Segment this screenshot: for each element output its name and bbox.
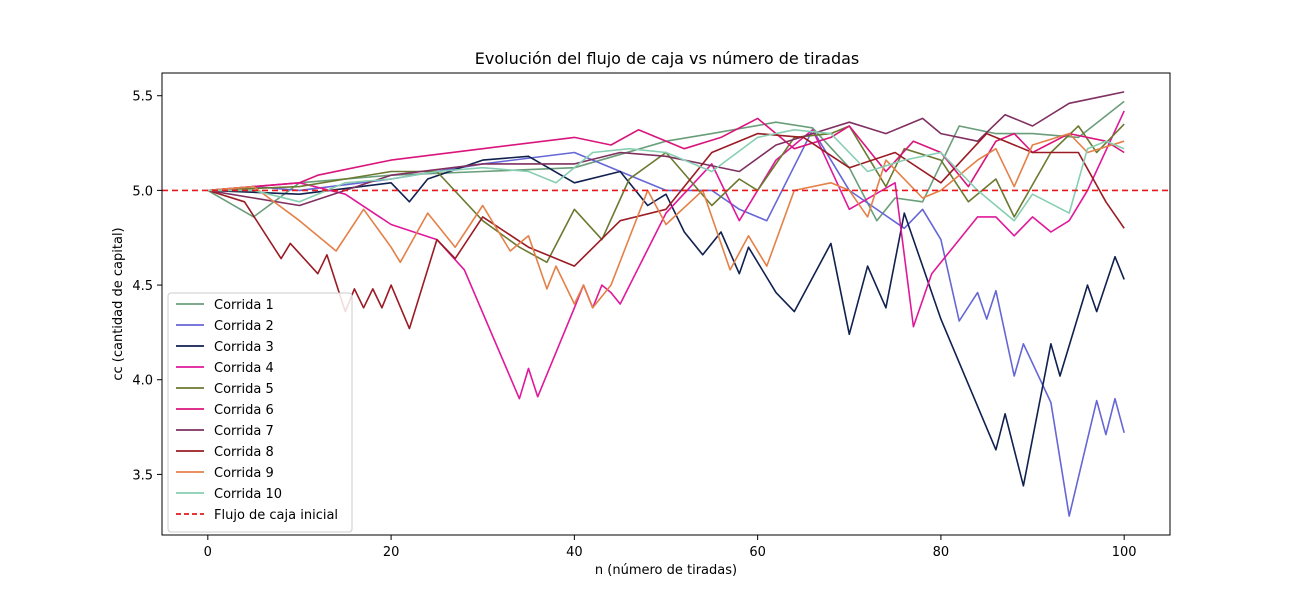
x-tick-label: 20 <box>383 545 400 560</box>
x-tick-label: 60 <box>749 545 766 560</box>
x-tick-label: 40 <box>566 545 583 560</box>
x-tick-label: 0 <box>204 545 212 560</box>
x-tick-label: 100 <box>1112 545 1137 560</box>
y-axis-label: cc (cantidad de capital) <box>111 227 126 380</box>
legend-box <box>167 292 353 533</box>
chart-title: Evolución del flujo de caja vs número de… <box>475 49 860 68</box>
series-line-corrida-7 <box>207 91 1125 207</box>
x-axis: 0 20 40 60 80 100 <box>204 535 1137 560</box>
series-line-corrida-9 <box>207 132 1125 309</box>
series-line-corrida-4 <box>207 110 1125 400</box>
y-tick-label: 5.5 <box>132 90 153 105</box>
legend-label: Corrida 2 <box>214 319 274 334</box>
plot-frame <box>161 72 1171 536</box>
legend-label: Corrida 9 <box>214 466 274 481</box>
legend: Corrida 1 Corrida 2 Corrida 3 Corrida 4 Corr… <box>167 292 353 533</box>
legend-label: Flujo de caja inicial <box>214 508 338 523</box>
y-axis: 3.5 4.0 4.5 5.0 5.5 <box>132 90 162 483</box>
y-tick-label: 4.5 <box>132 279 153 294</box>
y-tick-label: 3.5 <box>132 468 153 483</box>
legend-label: Corrida 6 <box>214 403 274 418</box>
legend-label: Corrida 5 <box>214 382 274 397</box>
series-line-corrida-8 <box>207 132 1125 330</box>
y-tick-label: 4.0 <box>132 374 153 389</box>
x-axis-label: n (número de tiradas) <box>595 563 737 578</box>
series-line-corrida-2 <box>207 129 1125 517</box>
y-tick-label: 5.0 <box>132 184 153 199</box>
series-line-corrida-3 <box>207 155 1125 487</box>
legend-label: Corrida 8 <box>214 445 274 460</box>
x-tick-label: 80 <box>933 545 950 560</box>
legend-label: Corrida 4 <box>214 361 274 376</box>
legend-label: Corrida 1 <box>214 298 274 313</box>
legend-label: Corrida 3 <box>214 340 274 355</box>
legend-label: Corrida 7 <box>214 424 274 439</box>
series-line-corrida-10 <box>207 129 1125 222</box>
legend-label: Corrida 10 <box>214 487 282 502</box>
